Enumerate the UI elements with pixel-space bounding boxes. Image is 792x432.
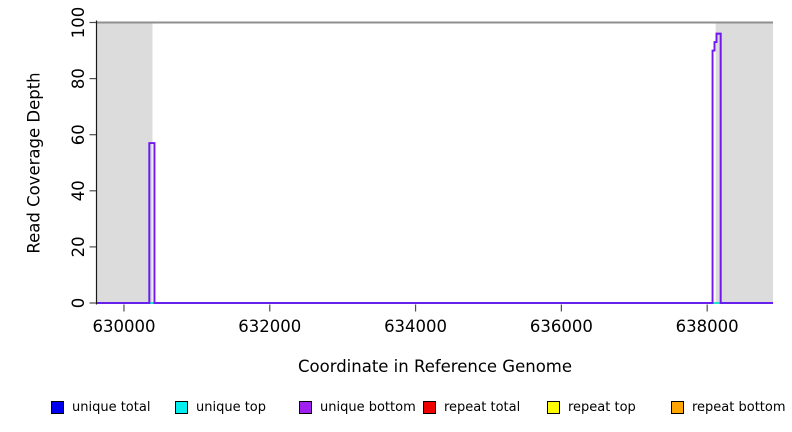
y-tick-label: 0 (69, 298, 88, 309)
legend-swatch-unique-top (175, 400, 188, 414)
series-line-unique-bottom (97, 32, 773, 304)
y-axis-title: Read Coverage Depth (24, 72, 44, 254)
y-tick-label: 20 (69, 236, 88, 257)
x-tick-label: 632000 (238, 317, 301, 336)
legend-label: repeat bottom (692, 399, 786, 415)
coverage-plot: 630000 632000 634000 636000 638000 0 20 40 60 80 1… (69, 7, 773, 336)
legend-label: repeat top (568, 399, 636, 415)
legend-label: repeat total (444, 399, 521, 415)
legend-item-repeat-total: repeat total (423, 397, 520, 417)
y-tick-label: 80 (69, 68, 88, 89)
legend-item-unique-total: unique total (51, 397, 150, 417)
legend-item-unique-top: unique top (175, 397, 266, 417)
legend-item-repeat-top: repeat top (547, 397, 636, 417)
x-axis-title: Coordinate in Reference Genome (297, 357, 573, 376)
legend-swatch-repeat-total (423, 400, 436, 414)
legend-item-repeat-bottom: repeat bottom (671, 397, 786, 417)
legend-label: unique top (196, 399, 267, 415)
series-line-unique-total (97, 32, 773, 304)
y-tick-label: 60 (69, 124, 88, 145)
x-tick-label: 634000 (384, 317, 447, 336)
legend: unique total unique top unique bottom repea… (0, 397, 792, 421)
legend-swatch-repeat-bottom (671, 400, 684, 414)
y-tick-label: 40 (69, 180, 88, 201)
y-tick-label: 100 (69, 7, 88, 39)
legend-item-unique-bottom: unique bottom (299, 397, 416, 417)
x-tick-label: 636000 (530, 317, 593, 336)
left-shaded-region (97, 22, 153, 303)
legend-label: unique total (72, 399, 151, 415)
legend-label: unique bottom (320, 399, 416, 415)
right-shaded-region (715, 22, 773, 303)
legend-swatch-unique-total (51, 400, 64, 414)
x-tick-label: 630000 (92, 317, 155, 336)
legend-swatch-unique-bottom (299, 400, 312, 414)
x-tick-label: 638000 (676, 317, 739, 336)
legend-swatch-repeat-top (547, 400, 560, 414)
